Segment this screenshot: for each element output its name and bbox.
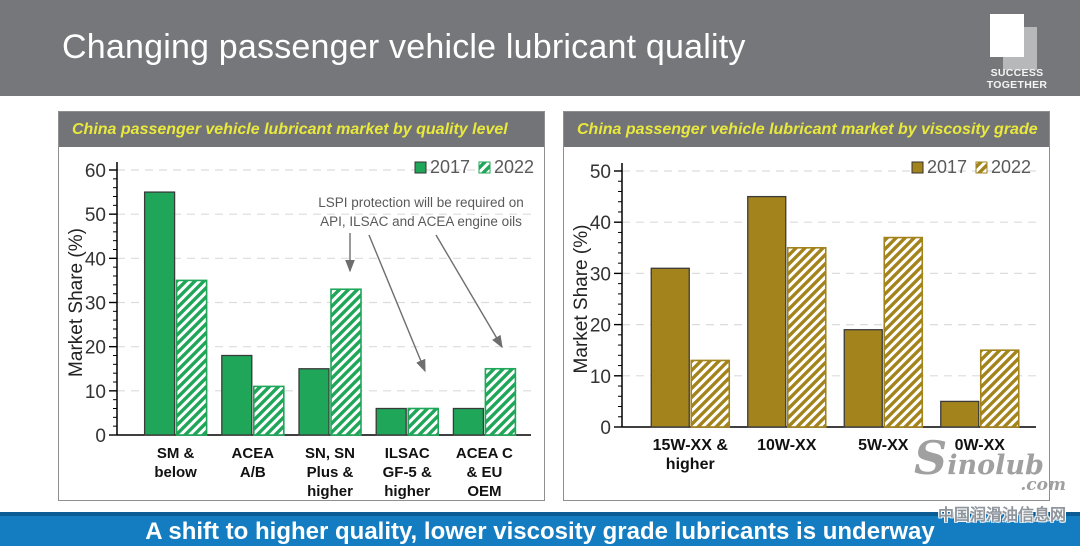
- x-category-label: ACEA C: [456, 445, 513, 462]
- bar-2022-cat0: [175, 279, 208, 436]
- x-category-label: OEM: [467, 483, 501, 500]
- x-category-label: 5W-XX: [858, 437, 909, 454]
- annotation-arrow: [435, 234, 503, 349]
- legend-label-2017: 2017: [927, 157, 967, 177]
- bar-2017-cat2: [298, 368, 330, 436]
- y-tick-label: 0: [95, 426, 106, 447]
- x-category-label: SM &: [157, 445, 195, 462]
- y-tick-label: 30: [590, 264, 611, 285]
- y-tick-label: 40: [85, 249, 106, 270]
- legend-swatch-2017: [414, 161, 427, 174]
- annotation-text: LSPI protection will be required on: [318, 195, 524, 210]
- bar-2017-cat2: [843, 329, 883, 428]
- x-category-label: SN, SN: [305, 445, 355, 462]
- bar-2022-cat2: [330, 288, 362, 436]
- legend-swatch-2022: [975, 161, 988, 174]
- bar-2022-cat1: [253, 385, 285, 436]
- x-category-label: higher: [666, 456, 715, 473]
- bar-2022-cat3: [979, 349, 1020, 428]
- y-tick-label: 20: [85, 338, 106, 359]
- page-title: Changing passenger vehicle lubricant qua…: [62, 28, 746, 66]
- viscosity-grade-panel-title: China passenger vehicle lubricant market…: [564, 112, 1049, 147]
- x-category-label: 15W-XX &: [653, 437, 729, 454]
- success-together-logo: SUCCESS TOGETHER: [976, 8, 1058, 92]
- y-tick-label: 10: [85, 382, 106, 403]
- slide-header-bar: Changing passenger vehicle lubricant qua…: [0, 0, 1080, 96]
- y-tick-label: 50: [590, 162, 611, 183]
- x-category-label: ACEA: [232, 445, 275, 462]
- y-axis-label: Market Share (%): [571, 225, 592, 374]
- bar-2022-cat1: [786, 247, 827, 428]
- quality-level-panel: China passenger vehicle lubricant market…: [58, 111, 545, 501]
- x-category-label: Plus &: [307, 464, 354, 481]
- x-category-label: & EU: [466, 464, 502, 481]
- x-category-label: GF-5 &: [383, 464, 432, 481]
- bar-2022-cat3: [407, 407, 440, 436]
- bar-2017-cat0: [143, 191, 176, 436]
- bar-2017-cat0: [650, 267, 690, 428]
- footer-message: A shift to higher quality, lower viscosi…: [145, 518, 935, 545]
- quality-level-chart: 0 10 20 30 40 50 60 Market Share (%) SM & below AC…: [66, 157, 534, 500]
- legend-swatch-2022: [478, 161, 491, 174]
- legend-label-2022: 2022: [494, 157, 534, 177]
- sinolub-domain-suffix: .com: [1020, 475, 1066, 495]
- y-tick-label: 20: [590, 316, 611, 337]
- legend-label-2022: 2022: [991, 157, 1031, 177]
- y-tick-label: 50: [85, 205, 106, 226]
- legend-label-2017: 2017: [430, 157, 470, 177]
- footer-banner: A shift to higher quality, lower viscosi…: [0, 512, 1080, 546]
- y-tick-label: 30: [85, 294, 106, 315]
- y-tick-label: 0: [600, 418, 611, 439]
- bar-2017-cat4: [452, 407, 485, 436]
- annotation-arrow: [368, 234, 426, 373]
- logo-text: SUCCESS TOGETHER: [976, 67, 1058, 91]
- sinolub-caption: 中国润滑油信息网: [937, 507, 1066, 524]
- quality-level-panel-title: China passenger vehicle lubricant market…: [59, 112, 544, 147]
- sinolub-logo: Sinolub: [914, 431, 1044, 485]
- x-category-label: 10W-XX: [757, 437, 817, 454]
- bar-2022-cat0: [690, 359, 731, 428]
- logo-square-icon: [990, 14, 1024, 57]
- bar-2017-cat3: [940, 400, 980, 428]
- logo-line1: SUCCESS: [990, 67, 1044, 79]
- logo-line2: TOGETHER: [986, 78, 1048, 91]
- x-category-label: below: [154, 464, 197, 481]
- x-category-label: 0W-XX: [955, 437, 1006, 454]
- bar-2022-cat4: [484, 367, 517, 436]
- viscosity-grade-chart: 0 10 20 30 40 50 Market Share (%) 15W-XX & highe…: [571, 157, 1036, 473]
- viscosity-grade-panel: China passenger vehicle lubricant market…: [563, 111, 1050, 501]
- y-tick-label: 60: [85, 161, 106, 182]
- y-tick-label: 10: [590, 367, 611, 388]
- y-axis-label: Market Share (%): [66, 228, 87, 377]
- bar-2022-cat2: [883, 236, 924, 428]
- bar-2017-cat3: [375, 407, 407, 436]
- annotation-text: API, ILSAC and ACEA engine oils: [320, 214, 522, 229]
- y-tick-label: 40: [590, 213, 611, 234]
- logo-square-overlay-icon: [1003, 27, 1037, 70]
- x-category-label: higher: [307, 483, 353, 500]
- bar-2017-cat1: [747, 195, 787, 428]
- legend-swatch-2017: [911, 161, 924, 174]
- x-category-label: ILSAC: [385, 445, 430, 462]
- sinolub-watermark: Sinolub .com: [914, 431, 1066, 495]
- bar-2017-cat1: [221, 354, 253, 436]
- x-category-label: A/B: [240, 464, 266, 481]
- x-category-label: higher: [384, 483, 430, 500]
